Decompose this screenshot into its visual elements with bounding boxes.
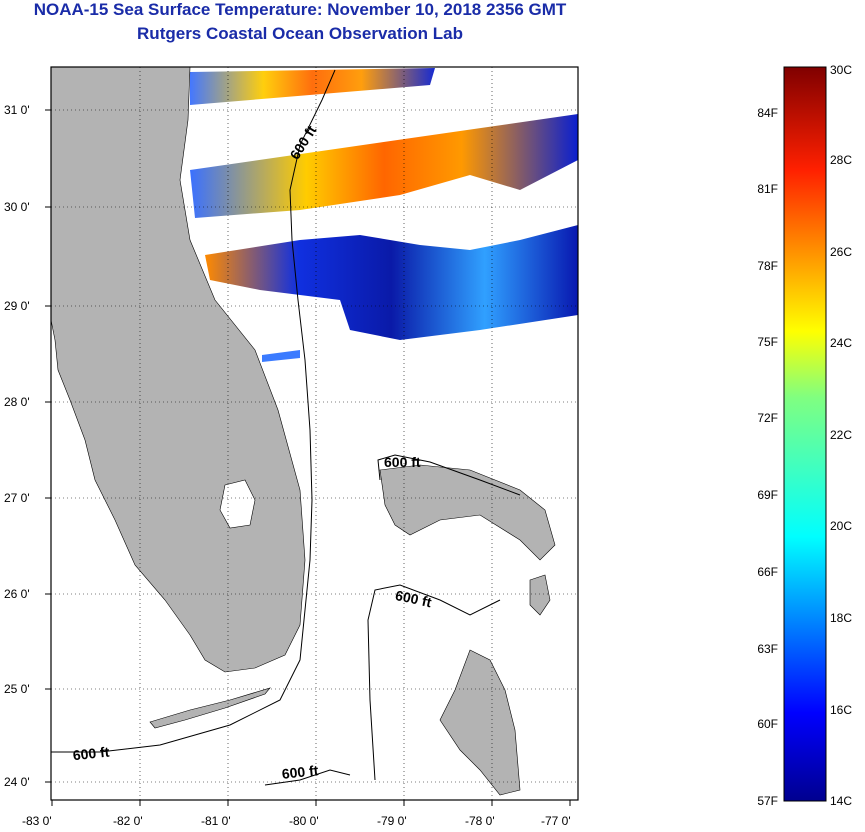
colorbar	[783, 66, 827, 802]
lat-label: 31 0'	[4, 103, 30, 117]
grand-bahama	[379, 464, 556, 561]
florida-keys	[149, 687, 271, 729]
cb-fahrenheit: 75F	[757, 335, 778, 349]
lat-label: 26 0'	[4, 587, 30, 601]
lat-label: 28 0'	[4, 395, 30, 409]
cb-fahrenheit: 69F	[757, 488, 778, 502]
lat-label: 25 0'	[4, 682, 30, 696]
florida-lake-okeechobee	[219, 479, 256, 529]
cb-fahrenheit: 66F	[757, 565, 778, 579]
longitude-labels: -83 0' -82 0' -81 0' -80 0' -79 0' -78 0…	[22, 814, 571, 828]
cb-fahrenheit: 72F	[757, 411, 778, 425]
contour-label-bahamas-south: 600 ft	[394, 587, 433, 610]
lon-label: -79 0'	[377, 814, 407, 828]
axis-ticks	[45, 109, 571, 806]
cb-fahrenheit: 81F	[757, 182, 778, 196]
map-title: NOAA-15 Sea Surface Temperature: Novembe…	[33, 0, 567, 19]
lon-label: -78 0'	[465, 814, 495, 828]
contour-label-southwest: 600 ft	[72, 743, 110, 763]
cb-celsius: 16C	[830, 703, 852, 717]
map-border	[50, 66, 579, 801]
cb-fahrenheit: 63F	[757, 642, 778, 656]
contour-label-south: 600 ft	[281, 762, 319, 782]
latitude-labels: 31 0' 30 0' 29 0' 28 0' 27 0' 26 0' 25 0…	[4, 103, 30, 789]
lon-label: -81 0'	[201, 814, 231, 828]
cb-celsius: 26C	[830, 245, 852, 259]
depth-contours	[51, 69, 521, 786]
lat-label: 30 0'	[4, 200, 30, 214]
contour-label-bahamas-north: 600 ft	[384, 454, 421, 470]
cb-fahrenheit: 57F	[757, 794, 778, 808]
cb-celsius: 24C	[830, 336, 852, 350]
cb-celsius: 20C	[830, 519, 852, 533]
cb-fahrenheit: 78F	[757, 259, 778, 273]
cb-celsius: 30C	[830, 63, 852, 77]
cb-celsius: 18C	[830, 611, 852, 625]
lat-label: 27 0'	[4, 491, 30, 505]
map-subtitle: Rutgers Coastal Ocean Observation Lab	[137, 24, 463, 43]
lon-label: -77 0'	[541, 814, 571, 828]
cb-celsius: 14C	[830, 794, 852, 808]
colorbar-celsius-labels: 30C 28C 26C 24C 22C 20C 18C 16C 14C	[830, 63, 852, 808]
land-masses	[50, 66, 556, 796]
cb-celsius: 28C	[830, 153, 852, 167]
lon-label: -80 0'	[289, 814, 319, 828]
lon-label: -82 0'	[113, 814, 143, 828]
cb-fahrenheit: 84F	[757, 106, 778, 120]
cb-celsius: 22C	[830, 428, 852, 442]
andros-island	[439, 649, 521, 796]
eleuthera	[529, 574, 551, 616]
lon-label: -83 0'	[22, 814, 52, 828]
colorbar-fahrenheit-labels: 84F 81F 78F 75F 72F 69F 66F 63F 60F 57F	[757, 106, 778, 808]
lat-label: 24 0'	[4, 775, 30, 789]
cb-fahrenheit: 60F	[757, 717, 778, 731]
lat-label: 29 0'	[4, 299, 30, 313]
